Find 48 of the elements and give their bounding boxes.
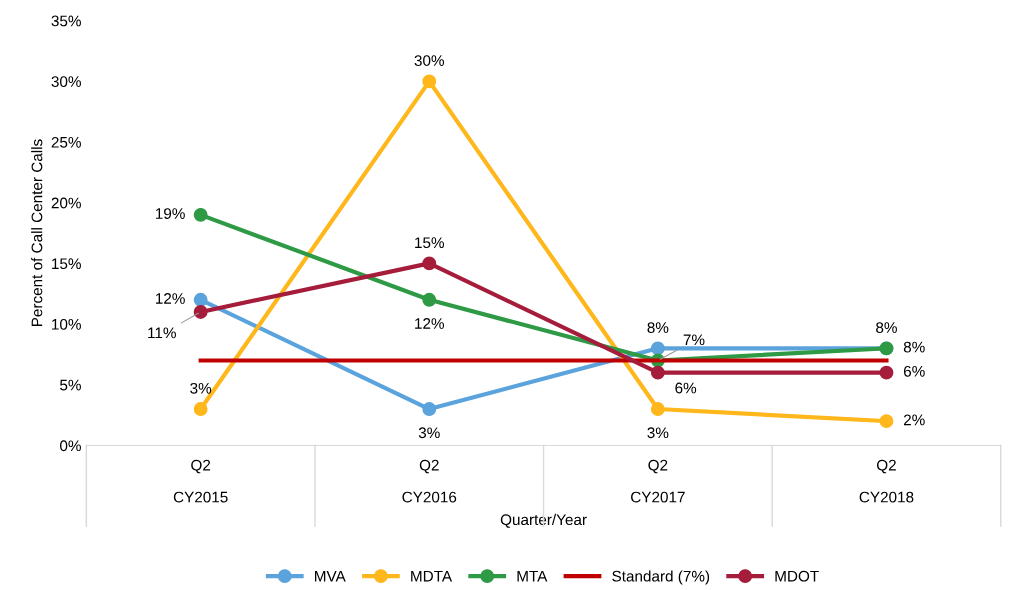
y-tick-label: 25% (51, 136, 81, 148)
point (422, 402, 437, 416)
data-label: 8% (647, 322, 669, 334)
point (193, 207, 208, 222)
y-axis-title: Percent of Call Center Calls (31, 139, 43, 327)
category-label: Q2 CY2017 (631, 459, 685, 503)
category-label: Q2 CY2018 (859, 459, 914, 503)
data-label: 30% (414, 55, 445, 66)
data-label: 15% (415, 237, 445, 249)
data-label: 12% (415, 318, 445, 329)
data-label: 8% (903, 341, 925, 353)
legend-label: MVA (315, 570, 346, 582)
point (422, 256, 437, 271)
point (650, 341, 665, 356)
data-label: 2% (903, 414, 925, 426)
legend-label: Standard (7%) (612, 570, 710, 585)
legend-label: MDTA (411, 570, 453, 582)
point (879, 365, 894, 380)
y-tick-label: 30% (51, 76, 81, 88)
point (650, 365, 665, 380)
y-tick-label: 15% (52, 258, 81, 270)
data-label: 3% (418, 427, 440, 439)
data-label: 19% (155, 208, 185, 219)
data-label: 6% (903, 365, 925, 377)
data-label: 11% (148, 327, 176, 339)
y-tick-label: 10% (52, 318, 81, 330)
y-tick-label: 20% (51, 197, 81, 209)
data-label: 6% (675, 382, 697, 394)
data-label: 3% (190, 382, 212, 394)
y-tick-label: 5% (60, 379, 81, 391)
point (193, 402, 208, 416)
data-label: 12% (155, 293, 185, 304)
legend-label: MTA (517, 570, 548, 582)
point (422, 292, 437, 307)
x-axis-title: Quarter/Year (500, 513, 587, 528)
data-label: 7% (683, 334, 705, 346)
legend-label: MDOT (775, 570, 819, 582)
point (193, 304, 208, 319)
category-label: Q2 CY2016 (402, 459, 457, 503)
y-tick-label: 0% (60, 440, 81, 452)
point (422, 74, 437, 89)
category-label: Q2 CY2015 (173, 459, 228, 503)
point (650, 402, 665, 416)
point (193, 292, 208, 307)
data-label: 3% (647, 427, 669, 439)
point (879, 414, 894, 429)
data-label: 8% (876, 322, 897, 334)
y-tick-label: 35% (51, 15, 81, 27)
